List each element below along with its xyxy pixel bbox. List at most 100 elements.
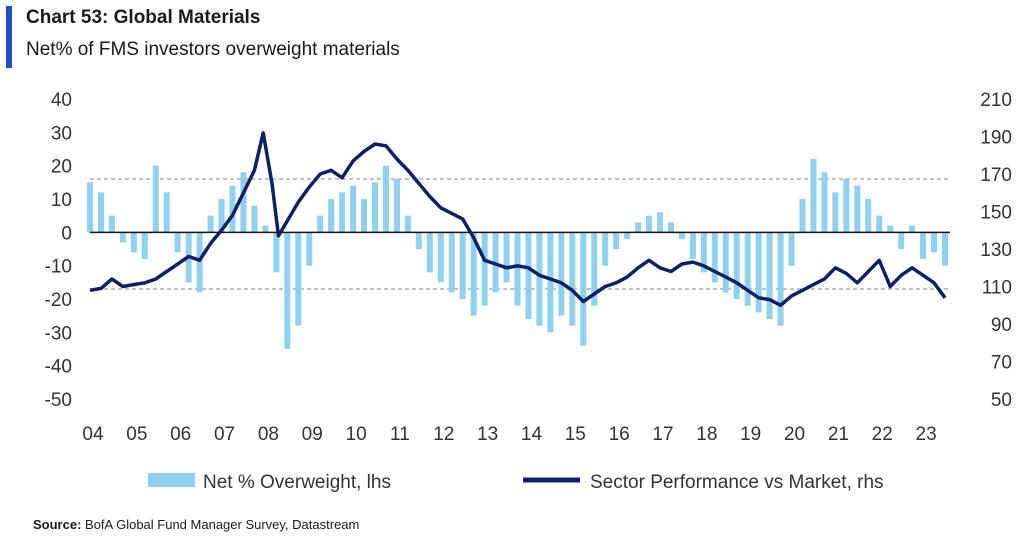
y-left-tick-label: -50 <box>45 390 72 411</box>
bar <box>547 232 554 333</box>
x-tick-label: 20 <box>784 424 805 445</box>
y-right-tick-label: 150 <box>980 203 1012 224</box>
bar <box>558 232 565 316</box>
bar <box>273 232 280 273</box>
bar <box>163 192 170 233</box>
x-tick-label: 22 <box>872 424 893 445</box>
x-tick-label: 19 <box>740 424 761 445</box>
chart-subtitle: Net% of FMS investors overweight materia… <box>26 39 400 60</box>
bar <box>602 232 609 266</box>
bar <box>393 179 400 233</box>
bar <box>503 232 510 283</box>
bar <box>711 232 718 283</box>
y-right-tick-label: 50 <box>991 390 1012 411</box>
x-tick-label: 09 <box>302 424 323 445</box>
bar <box>854 185 861 233</box>
bar <box>284 232 291 349</box>
y-right-tick-label: 70 <box>991 353 1012 374</box>
right-axis: 210 190 170 150 130 110 90 70 50 <box>980 90 1012 411</box>
bar <box>306 232 313 266</box>
bar <box>865 199 872 233</box>
bar <box>777 232 784 326</box>
y-right-tick-label: 90 <box>991 315 1012 336</box>
bar <box>810 159 817 233</box>
bar <box>646 215 653 233</box>
bar <box>97 192 104 233</box>
bar <box>448 232 455 293</box>
bar <box>887 225 894 233</box>
bar <box>722 232 729 293</box>
bar <box>328 199 335 233</box>
bar <box>931 232 938 253</box>
x-tick-label: 05 <box>126 424 147 445</box>
y-left-tick-label: -30 <box>45 323 72 344</box>
x-tick-label: 11 <box>390 424 410 445</box>
left-axis: 40 30 20 10 0 -10 -20 -30 -40 -50 <box>45 90 72 411</box>
bar <box>426 232 433 273</box>
x-tick-label: 06 <box>170 424 191 445</box>
bar <box>251 205 258 233</box>
bar-series <box>86 159 949 349</box>
bar <box>229 185 236 233</box>
bar <box>624 232 631 239</box>
bar <box>832 192 839 233</box>
x-tick-label: 04 <box>82 424 104 445</box>
y-right-tick-label: 130 <box>980 240 1012 261</box>
source-text: BofA Global Fund Manager Survey, Datastr… <box>81 517 360 532</box>
x-tick-label: 18 <box>696 424 717 445</box>
bar <box>591 232 598 306</box>
bar <box>207 215 214 233</box>
x-tick-label: 21 <box>828 424 849 445</box>
y-left-tick-label: 40 <box>51 90 72 111</box>
bar <box>788 232 795 266</box>
bar <box>821 172 828 233</box>
bar <box>339 192 346 233</box>
bar <box>119 232 126 243</box>
bar <box>580 232 587 346</box>
bar <box>130 232 137 253</box>
bar <box>525 232 532 319</box>
bar <box>843 179 850 233</box>
bar <box>196 232 203 293</box>
bar <box>218 199 225 233</box>
bar <box>744 232 751 306</box>
x-tick-label: 15 <box>565 424 586 445</box>
x-tick-label: 08 <box>258 424 279 445</box>
bar <box>459 232 466 299</box>
bar <box>317 215 324 233</box>
legend-label-line: Sector Performance vs Market, rhs <box>590 472 884 493</box>
x-tick-label: 10 <box>346 424 367 445</box>
x-tick-label: 17 <box>652 424 673 445</box>
bar <box>920 232 927 259</box>
bar <box>656 212 664 233</box>
bar <box>689 232 696 259</box>
y-left-tick-label: 30 <box>51 123 72 144</box>
bar <box>86 182 94 233</box>
x-axis: 04 05 06 07 08 09 10 11 12 13 14 15 16 17 18 19 20 21 22 23 <box>82 424 936 445</box>
y-left-tick-label: 0 <box>61 223 72 244</box>
bar <box>382 165 389 233</box>
bar <box>667 222 674 233</box>
bar <box>569 232 576 326</box>
bar <box>174 232 181 253</box>
bar <box>415 232 422 249</box>
x-tick-label: 12 <box>433 424 454 445</box>
bar <box>613 232 620 249</box>
y-left-tick-label: 20 <box>51 157 72 178</box>
bar <box>678 232 685 239</box>
y-right-tick-label: 190 <box>980 128 1012 149</box>
bar <box>240 172 247 233</box>
bar <box>755 232 762 313</box>
source-label: Source: <box>33 517 82 532</box>
bar <box>470 232 477 316</box>
legend-label-bars: Net % Overweight, lhs <box>203 472 391 493</box>
bar <box>141 232 148 259</box>
bar <box>295 232 302 326</box>
x-tick-label: 16 <box>609 424 630 445</box>
bar <box>876 215 883 233</box>
bar <box>799 199 806 233</box>
source-note: Source: BofA Global Fund Manager Survey,… <box>33 517 359 532</box>
x-tick-label: 23 <box>916 424 937 445</box>
x-tick-label: 13 <box>477 424 498 445</box>
